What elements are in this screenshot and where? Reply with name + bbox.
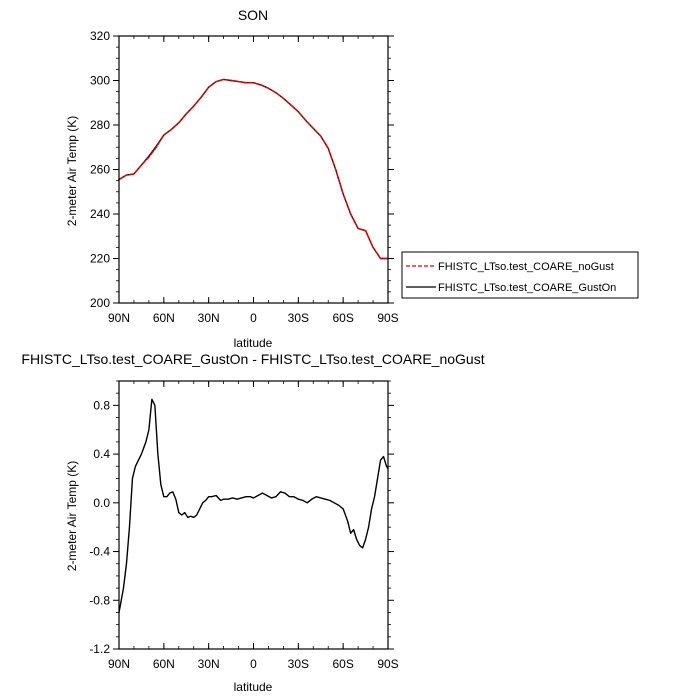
x-tick-label: 60S — [332, 311, 353, 325]
y-tick-label: 200 — [90, 296, 110, 310]
y-tick-label: 0.0 — [93, 496, 110, 510]
x-tick-label: 90N — [108, 657, 130, 671]
y-tick-label: -1.2 — [89, 642, 110, 656]
y-tick-label: 260 — [90, 163, 110, 177]
bottom-x-axis-label: latitude — [234, 680, 273, 694]
bottom-y-axis-label: 2-meter Air Temp (K) — [65, 461, 79, 571]
y-tick-label: 0.8 — [93, 398, 110, 412]
bottom-panel: FHISTC_LTso.test_COARE_GustOn - FHISTC_L… — [21, 351, 484, 694]
y-tick-label: -0.8 — [89, 593, 110, 607]
x-tick-label: 60N — [153, 311, 175, 325]
x-tick-label: 60S — [332, 657, 353, 671]
top-panel: SON 90N 60N 30N 0 30S 60S 90S 200 220 240 260 280 30… — [65, 7, 639, 350]
top-plot-area — [118, 78, 389, 260]
top-legend: FHISTC_LTso.test_COARE_noGust FHISTC_LTs… — [401, 251, 639, 299]
series-line-0-1 — [118, 78, 389, 260]
top-x-axis-label: latitude — [234, 336, 273, 350]
series-line-1-0 — [118, 398, 389, 614]
y-tick-label: 0.4 — [93, 447, 110, 461]
x-tick-label: 90N — [108, 311, 130, 325]
y-tick-label: 320 — [90, 29, 110, 43]
bottom-plot-area — [118, 398, 389, 614]
y-tick-label: -0.4 — [89, 545, 110, 559]
x-tick-label: 30N — [198, 311, 220, 325]
x-tick-label: 90S — [377, 311, 398, 325]
y-tick-label: 300 — [90, 74, 110, 88]
x-tick-label: 0 — [250, 311, 257, 325]
bottom-chart-title: FHISTC_LTso.test_COARE_GustOn - FHISTC_L… — [21, 351, 484, 367]
x-tick-label: 60N — [153, 657, 175, 671]
top-chart-title: SON — [238, 7, 268, 23]
legend-label-guston: FHISTC_LTso.test_COARE_GustOn — [438, 282, 616, 294]
x-tick-label: 0 — [250, 657, 257, 671]
series-line-0-0 — [118, 78, 389, 260]
y-tick-label: 220 — [90, 252, 110, 266]
plot-frame — [118, 35, 389, 304]
y-tick-label: 240 — [90, 207, 110, 221]
x-tick-label: 90S — [377, 657, 398, 671]
legend-box — [401, 251, 639, 299]
bottom-axes: 90N 60N 30N 0 30S 60S 90S -1.2 -0.8 -0.4 0.0 0.4 0.8 — [89, 380, 399, 671]
plot-frame — [118, 380, 389, 650]
y-tick-label: 280 — [90, 118, 110, 132]
x-tick-label: 30S — [288, 311, 309, 325]
x-tick-label: 30N — [198, 657, 220, 671]
x-tick-label: 30S — [288, 657, 309, 671]
legend-label-nogust: FHISTC_LTso.test_COARE_noGust — [438, 261, 614, 273]
top-axes: 90N 60N 30N 0 30S 60S 90S 200 220 240 260 280 300 320 — [90, 29, 399, 325]
top-y-axis-label: 2-meter Air Temp (K) — [65, 116, 79, 226]
